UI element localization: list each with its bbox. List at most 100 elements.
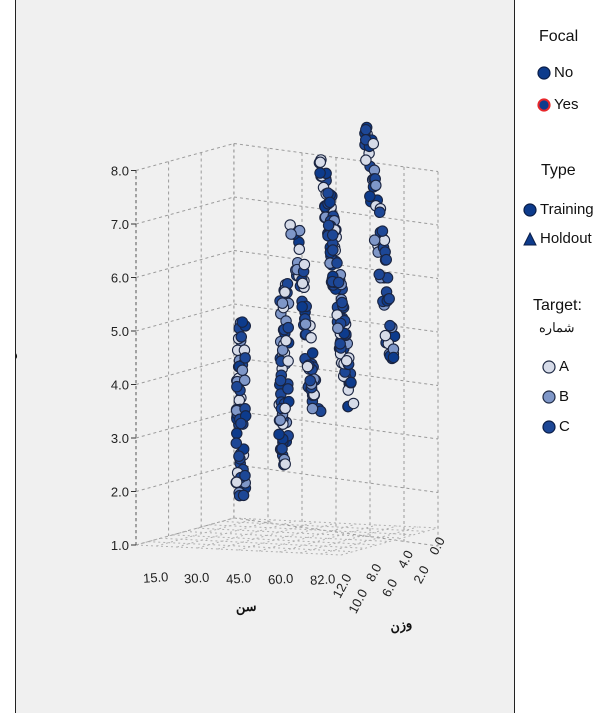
legend-type-training: Training	[523, 201, 593, 218]
legend-type-holdout: Holdout	[523, 230, 592, 247]
grid-line-left	[135, 143, 235, 171]
data-point	[368, 234, 381, 246]
z-axis-label: وزن	[388, 615, 413, 636]
z-tick-label: 0.0	[426, 534, 448, 557]
legend-type-holdout-label: Holdout	[540, 230, 592, 247]
data-point	[296, 277, 309, 290]
data-point	[331, 257, 343, 269]
legend-target-c: C	[542, 418, 570, 435]
data-point	[301, 360, 314, 373]
plot-panel: 1.0 2.0 3.0 4.0 5.0 6.0 7.0 8.0 15.0 30.0 45.0 60.0…	[2, 0, 515, 713]
data-point	[373, 268, 385, 281]
grid-line-left	[135, 464, 235, 492]
legend-focal-yes: Yes	[537, 96, 578, 113]
y-tick-label: 4.0	[111, 378, 129, 393]
legend-target-a-label: A	[559, 358, 570, 375]
data-point	[296, 301, 308, 313]
data-point	[322, 187, 334, 199]
floor-grid-line	[279, 524, 377, 553]
data-point	[282, 383, 294, 395]
z-tick-label: 4.0	[394, 548, 416, 571]
data-point	[367, 137, 380, 150]
floor-grid-line	[299, 525, 398, 554]
data-point	[230, 476, 243, 488]
data-point	[314, 156, 327, 168]
target-a-marker-icon	[542, 359, 556, 374]
y-tick-label: 7.0	[111, 217, 129, 232]
floor-grid-line	[160, 537, 366, 549]
floor-grid-line	[172, 534, 378, 546]
data-point	[387, 351, 400, 364]
grid-line-back	[233, 143, 439, 172]
data-point	[279, 402, 291, 415]
data-point	[334, 338, 346, 350]
floor-grid-line	[197, 520, 296, 549]
data-point	[282, 321, 294, 334]
data-point	[383, 293, 395, 305]
focal-no-marker-icon	[537, 65, 551, 80]
data-point	[298, 258, 311, 271]
data-point	[376, 225, 389, 237]
data-point	[231, 427, 243, 440]
data-point	[306, 347, 319, 359]
legend-target-b: B	[542, 388, 569, 405]
data-point	[322, 219, 335, 232]
floor-grid-line	[135, 517, 235, 546]
floor-grid-line	[233, 517, 439, 529]
z-tick-label: 10.0	[345, 587, 370, 616]
legend-target-a: A	[542, 358, 569, 375]
data-point	[235, 417, 247, 430]
y-tick-label: 5.0	[111, 324, 129, 339]
legend-focal-yes-label: Yes	[554, 96, 579, 113]
legend-target-title: Target:	[533, 297, 582, 314]
legend-focal-title: Focal	[539, 28, 579, 45]
target-c-marker-icon	[542, 419, 556, 434]
floor-grid-line	[197, 527, 402, 539]
floor-grid-line	[148, 541, 354, 553]
legend: Focal No Yes Type Training Holdout Targe…	[515, 0, 593, 713]
data-point	[332, 276, 345, 289]
data-point	[274, 414, 286, 426]
floor-grid-line	[320, 526, 418, 555]
z-tick-label: 6.0	[379, 576, 401, 599]
x-tick-label: 82.0	[310, 571, 336, 588]
legend-target-subtitle: شماره	[539, 320, 575, 335]
holdout-triangle-icon	[523, 231, 537, 245]
x-tick-label: 45.0	[226, 570, 252, 587]
data-point	[373, 206, 386, 219]
floor-grid-line	[176, 519, 275, 548]
data-point	[379, 329, 392, 342]
x-tick-label: 15.0	[143, 569, 169, 586]
floor-grid-line	[238, 522, 337, 551]
axis-layer: 1.0 2.0 3.0 4.0 5.0 6.0 7.0 8.0 15.0 30.0 45.0 60.0…	[111, 164, 448, 616]
data-point	[299, 318, 312, 330]
data-point	[274, 374, 287, 387]
floor-grid-line	[184, 531, 390, 542]
data-point	[239, 352, 251, 364]
y-tick-label: 3.0	[111, 431, 129, 446]
grid-line-left	[135, 250, 235, 278]
data-point	[239, 469, 251, 482]
y-tick-label: 6.0	[111, 271, 129, 286]
data-point	[279, 458, 291, 470]
focal-yes-marker-icon	[537, 97, 551, 112]
z-tick-label: 2.0	[410, 563, 432, 586]
data-point	[332, 322, 344, 335]
floor-grid-line	[209, 524, 414, 536]
data-point	[370, 179, 382, 192]
floor-grid-line	[156, 518, 255, 547]
data-point	[236, 364, 249, 377]
data-point	[326, 229, 339, 241]
data-point	[378, 234, 391, 247]
data-point	[285, 228, 297, 240]
x-tick-label: 60.0	[268, 571, 294, 588]
floor-grid-line	[217, 521, 316, 550]
data-point	[304, 374, 316, 387]
point-layer	[230, 121, 401, 502]
data-point	[279, 286, 291, 298]
floor-grid-line	[221, 520, 426, 532]
data-point	[233, 450, 245, 462]
data-point	[276, 442, 288, 455]
data-point	[231, 380, 243, 393]
legend-focal-no: No	[537, 64, 573, 81]
